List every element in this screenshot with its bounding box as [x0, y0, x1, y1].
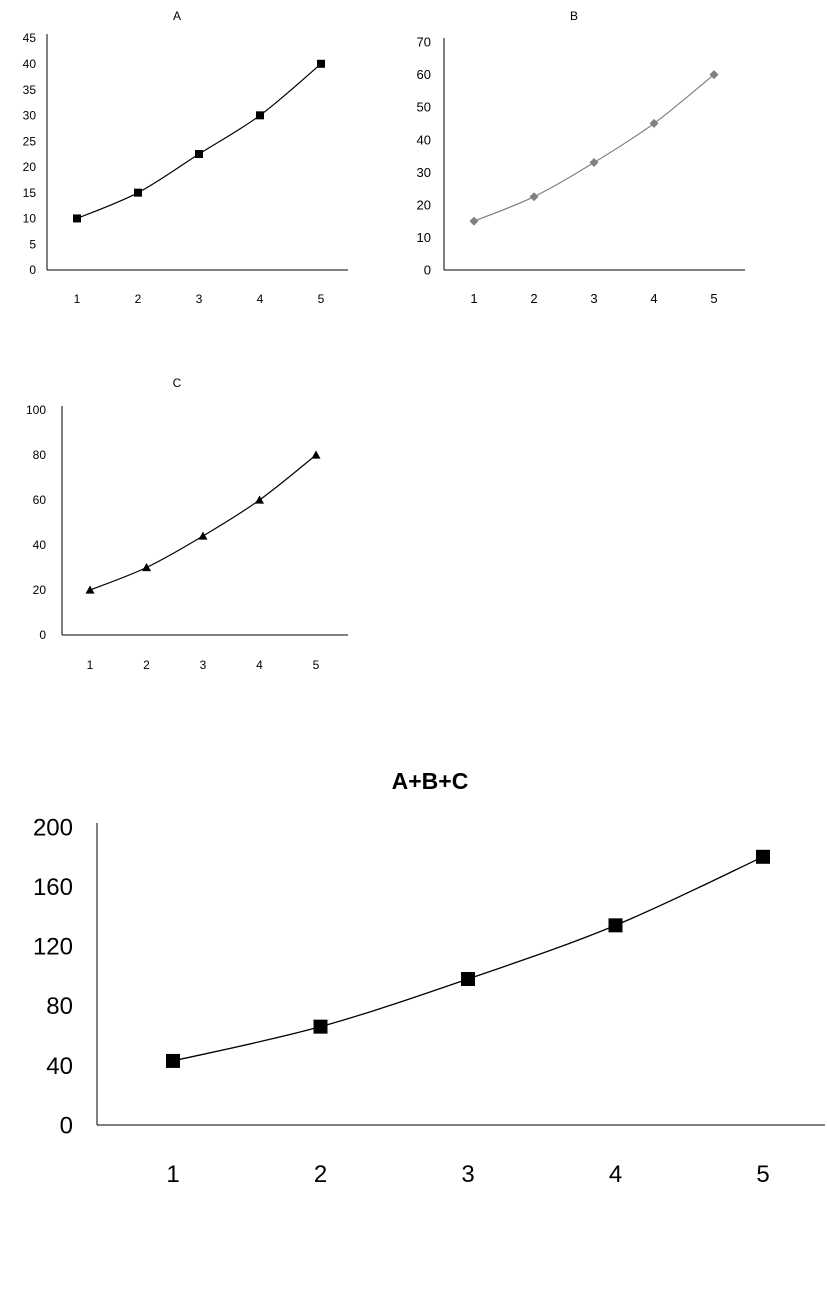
y-tick-label: 40	[46, 1053, 73, 1080]
x-tick-label: 4	[257, 292, 264, 306]
y-tick-label: 20	[33, 583, 47, 597]
data-point-square	[313, 1019, 328, 1034]
x-tick-label: 5	[756, 1161, 769, 1188]
x-tick-label: 2	[530, 291, 537, 306]
y-tick-label: 40	[23, 57, 37, 71]
x-tick-label: 3	[461, 1161, 474, 1188]
chart-title: C	[173, 376, 182, 390]
series-line	[172, 856, 764, 1062]
data-point-square	[461, 971, 475, 986]
chart-title: B	[570, 9, 578, 23]
data-point-diamond	[589, 158, 599, 168]
y-tick-label: 50	[417, 100, 431, 115]
data-point-triangle	[255, 495, 264, 504]
y-tick-label: 35	[23, 83, 37, 97]
chart-title: A	[173, 9, 181, 23]
x-tick-label: 2	[135, 292, 142, 306]
data-point-diamond	[649, 118, 659, 128]
x-tick-label: 4	[256, 658, 263, 672]
x-tick-label: 5	[313, 658, 320, 672]
y-tick-label: 15	[23, 186, 37, 200]
x-tick-label: 1	[87, 658, 94, 672]
x-tick-label: 3	[200, 658, 207, 672]
y-tick-label: 60	[417, 67, 431, 82]
chart-sum: A+B+C 0 40 80 120 160 200 1 2 3 4 5	[33, 768, 825, 1188]
x-tick-label: 2	[143, 658, 150, 672]
data-point-square	[317, 59, 325, 68]
y-tick-label: 80	[33, 448, 47, 462]
x-tick-label: 2	[314, 1161, 327, 1188]
series-line	[76, 63, 322, 219]
x-tick-label: 5	[318, 292, 325, 306]
y-tick-label: 60	[33, 493, 47, 507]
data-point-square	[166, 1053, 180, 1068]
data-point-triangle	[85, 585, 95, 594]
y-tick-label: 10	[417, 230, 431, 245]
chart-title: A+B+C	[392, 768, 469, 794]
data-point-diamond	[469, 216, 479, 226]
y-tick-label: 30	[23, 109, 37, 123]
x-tick-label: 5	[710, 291, 717, 306]
data-point-square	[256, 111, 264, 120]
y-tick-label: 30	[417, 165, 431, 180]
data-point-diamond	[529, 192, 539, 202]
x-tick-label: 1	[166, 1161, 179, 1188]
chart-c: C 0 20 40 60 80 100 1 2 3 4 5	[26, 376, 348, 672]
chart-b: B 0 10 20 30 40 50 60 70 1 2 3 4 5	[417, 9, 745, 306]
y-tick-label: 25	[23, 134, 37, 148]
y-tick-label: 40	[417, 132, 431, 147]
y-tick-label: 40	[33, 538, 47, 552]
y-tick-label: 20	[417, 197, 431, 212]
x-tick-label: 1	[74, 292, 81, 306]
data-point-triangle	[198, 531, 208, 540]
data-point-square	[756, 849, 770, 864]
y-tick-label: 70	[417, 35, 431, 50]
y-tick-label: 0	[60, 1112, 73, 1139]
x-tick-label: 4	[650, 291, 657, 306]
data-point-square	[195, 150, 203, 158]
y-tick-label: 0	[424, 263, 431, 278]
y-tick-label: 45	[23, 31, 37, 45]
series-line	[89, 454, 317, 591]
y-tick-label: 10	[23, 212, 37, 226]
data-point-square	[134, 188, 142, 197]
y-tick-label: 160	[33, 874, 73, 901]
data-point-square	[73, 214, 81, 223]
data-point-diamond	[709, 70, 719, 80]
y-tick-label: 200	[33, 814, 73, 841]
x-tick-label: 4	[609, 1161, 622, 1188]
y-tick-label: 0	[39, 628, 46, 642]
series-line	[473, 74, 715, 222]
y-tick-label: 120	[33, 934, 73, 961]
y-tick-label: 5	[29, 237, 36, 251]
x-tick-label: 3	[196, 292, 203, 306]
x-tick-label: 3	[590, 291, 597, 306]
y-tick-label: 100	[26, 403, 46, 417]
y-tick-label: 0	[29, 263, 36, 277]
y-tick-label: 20	[23, 160, 37, 174]
y-tick-label: 80	[46, 993, 73, 1020]
data-point-triangle	[311, 450, 321, 459]
data-point-square	[608, 918, 623, 933]
x-tick-label: 1	[470, 291, 477, 306]
data-point-triangle	[142, 563, 151, 572]
